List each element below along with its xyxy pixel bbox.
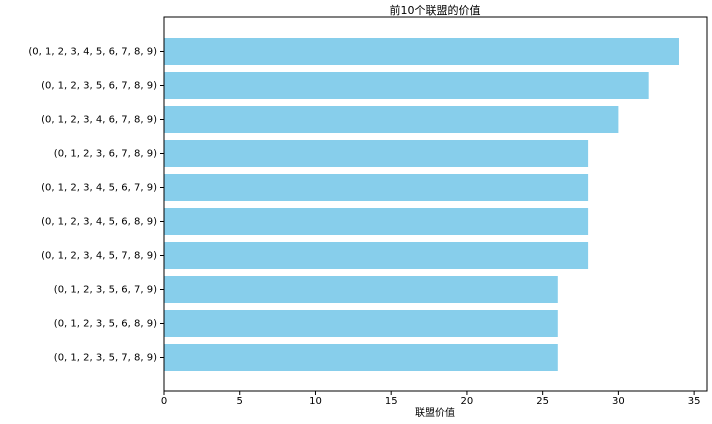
bar [164,106,619,133]
y-tick-label: (0, 1, 2, 3, 4, 6, 7, 8, 9) [41,115,157,126]
y-tick-label: (0, 1, 2, 3, 4, 5, 6, 7, 9) [41,183,157,194]
x-tick-label: 5 [237,396,243,407]
y-tick-label: (0, 1, 2, 3, 4, 5, 6, 8, 9) [41,217,157,228]
y-tick-label: (0, 1, 2, 3, 4, 5, 6, 7, 8, 9) [28,47,157,58]
y-tick-label: (0, 1, 2, 3, 6, 7, 8, 9) [54,149,157,160]
bar [164,310,558,337]
bar [164,174,589,201]
y-tick-label: (0, 1, 2, 3, 5, 6, 8, 9) [54,319,157,330]
chart-title: 前10个联盟的价值 [390,3,481,17]
x-tick-label: 15 [385,396,398,407]
y-tick-label: (0, 1, 2, 3, 5, 6, 7, 9) [54,285,157,296]
bar [164,208,589,235]
bar [164,242,589,269]
x-axis-label: 联盟价值 [415,406,455,419]
plot-frame [163,16,708,392]
y-tick-label: (0, 1, 2, 3, 5, 6, 7, 8, 9) [41,81,157,92]
y-tick-label: (0, 1, 2, 3, 4, 5, 7, 8, 9) [41,251,157,262]
x-tick-label: 25 [536,396,549,407]
bar [164,38,679,65]
x-tick-label: 20 [461,396,474,407]
bar [164,140,589,167]
bar [164,276,558,303]
bar [164,72,649,99]
bar [164,344,558,371]
x-tick-label: 0 [161,396,167,407]
x-tick-label: 10 [309,396,322,407]
y-tick-label: (0, 1, 2, 3, 5, 7, 8, 9) [54,353,157,364]
x-tick-label: 35 [688,396,701,407]
x-tick-label: 30 [612,396,625,407]
